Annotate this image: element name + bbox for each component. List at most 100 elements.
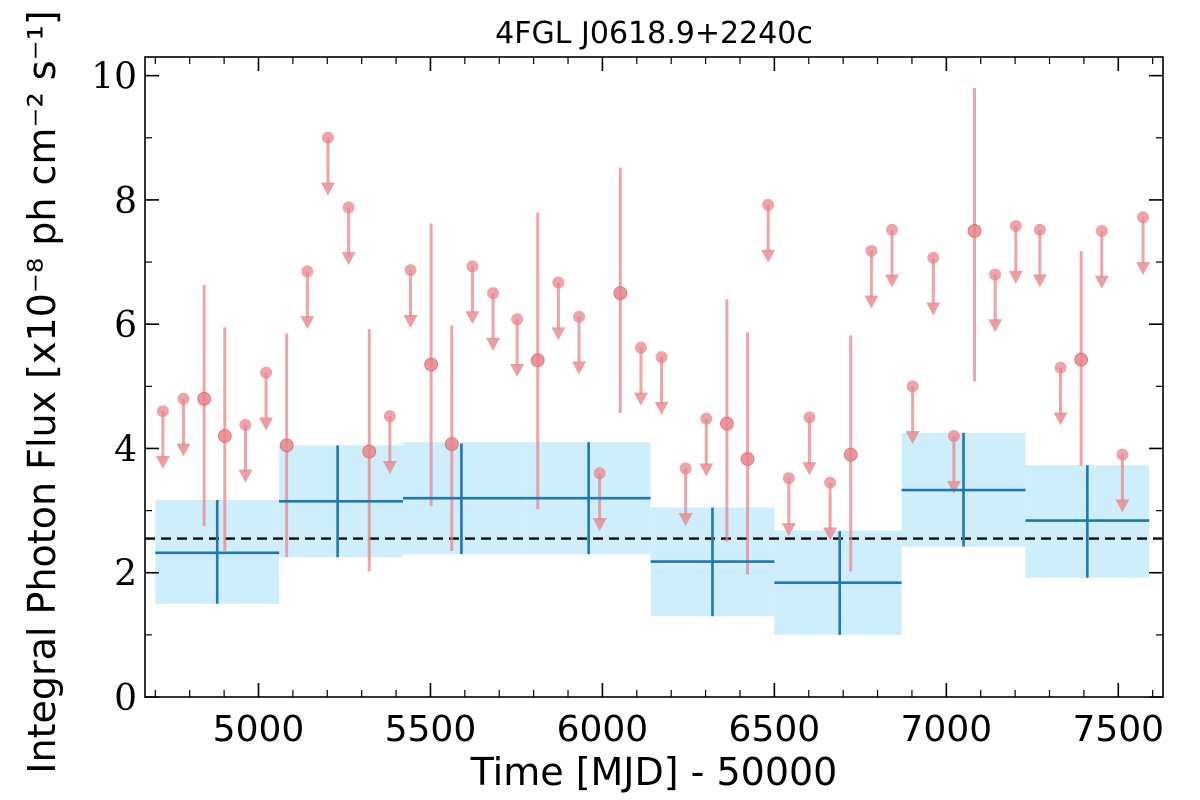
- upper-limit-point: [466, 260, 479, 273]
- monthly-upper-limit: [320, 131, 335, 196]
- upper-limit-arrow: [678, 513, 693, 527]
- upper-limit-arrow: [465, 311, 480, 325]
- upper-limit-point: [947, 430, 960, 443]
- upper-limit-point: [1137, 211, 1150, 224]
- monthly-detection: [967, 88, 982, 382]
- upper-limit-point: [383, 410, 396, 423]
- upper-limit-arrow: [1115, 499, 1130, 513]
- monthly-upper-limit: [510, 313, 525, 378]
- upper-limit-point: [782, 472, 795, 485]
- monthly-upper-limit: [926, 251, 941, 316]
- upper-limit-point: [342, 201, 355, 214]
- upper-limit-arrow: [300, 316, 315, 330]
- monthly-detection: [613, 167, 628, 414]
- monthly-detection: [197, 285, 212, 527]
- monthly-upper-limit: [341, 201, 356, 266]
- upper-limit-arrow: [781, 523, 796, 537]
- upper-limit-arrow: [699, 463, 714, 477]
- yearly-point: [526, 442, 651, 555]
- upper-limit-arrow: [176, 443, 191, 457]
- x-tick-label: 5500: [385, 709, 477, 750]
- monthly-upper-limit: [572, 310, 587, 375]
- monthly-upper-limit: [761, 198, 776, 263]
- monthly-points-layer: [155, 88, 1151, 575]
- yearly-point: [155, 500, 280, 604]
- y-tick-label: 8: [114, 181, 137, 222]
- upper-limit-arrow: [946, 480, 961, 494]
- upper-limit-point: [906, 380, 919, 393]
- monthly-point: [530, 353, 545, 368]
- upper-limit-arrow: [905, 431, 920, 445]
- monthly-upper-limit: [802, 411, 817, 476]
- upper-limit-arrow: [654, 401, 669, 415]
- monthly-detection: [719, 299, 734, 542]
- monthly-point: [217, 429, 232, 444]
- upper-limit-arrow: [988, 319, 1003, 333]
- upper-limit-arrow: [1032, 274, 1047, 288]
- upper-limit-arrow: [320, 182, 335, 196]
- upper-limit-point: [885, 223, 898, 236]
- upper-limit-point: [803, 411, 816, 424]
- upper-limit-point: [511, 313, 524, 326]
- monthly-upper-limit: [592, 467, 607, 532]
- monthly-point: [967, 223, 982, 238]
- yearly-point: [279, 445, 403, 558]
- monthly-upper-limit: [155, 405, 170, 469]
- upper-limit-point: [260, 366, 273, 379]
- monthly-detection: [530, 212, 545, 510]
- yearly-point: [1025, 465, 1150, 578]
- x-tick-label: 5000: [213, 709, 305, 750]
- yearly-point: [774, 531, 902, 635]
- chart-title: 4FGL J0618.9+2240c: [495, 16, 813, 51]
- upper-limit-point: [762, 198, 775, 211]
- x-tick-label: 6500: [729, 709, 821, 750]
- upper-limit-arrow: [238, 469, 253, 483]
- upper-limit-point: [824, 476, 837, 489]
- monthly-upper-limit: [238, 418, 253, 483]
- monthly-point: [279, 438, 294, 453]
- monthly-upper-limit: [988, 268, 1003, 333]
- x-axis-label: Time [MJD] - 50000: [470, 750, 838, 794]
- upper-limit-arrow: [633, 392, 648, 406]
- monthly-upper-limit: [300, 265, 315, 330]
- upper-limit-point: [301, 265, 314, 278]
- y-tick-label: 4: [114, 429, 137, 470]
- upper-limit-arrow: [823, 527, 838, 541]
- monthly-upper-limit: [823, 476, 838, 541]
- yearly-uncertainty-boxes: [155, 432, 1150, 635]
- monthly-point: [424, 357, 439, 372]
- upper-limit-point: [156, 405, 169, 418]
- upper-limit-point: [634, 341, 647, 354]
- monthly-upper-limit: [905, 380, 920, 445]
- upper-limit-point: [177, 392, 190, 405]
- upper-limit-arrow: [1053, 412, 1068, 426]
- upper-limit-point: [865, 244, 878, 257]
- upper-limit-point: [1009, 220, 1022, 233]
- upper-limit-arrow: [259, 417, 274, 431]
- upper-limit-arrow: [1136, 262, 1151, 276]
- monthly-upper-limit: [699, 412, 714, 477]
- upper-limit-arrow: [403, 314, 418, 328]
- y-tick-label: 0: [114, 678, 137, 719]
- monthly-detection: [362, 329, 377, 572]
- upper-limit-point: [1054, 361, 1067, 374]
- upper-limit-point: [404, 264, 417, 277]
- upper-limit-arrow: [486, 337, 501, 351]
- yearly-point: [402, 443, 527, 555]
- monthly-upper-limit: [1008, 220, 1023, 284]
- upper-limit-arrow: [382, 460, 397, 474]
- monthly-point: [197, 391, 212, 406]
- monthly-detection: [1074, 250, 1089, 466]
- y-axis-label: Integral Photon Flux [x10⁻⁸ ph cm⁻² s⁻¹]: [20, 10, 64, 773]
- upper-limit-arrow: [864, 295, 879, 309]
- monthly-upper-limit: [403, 264, 418, 328]
- monthly-upper-limit: [486, 287, 501, 351]
- upper-limit-point: [593, 467, 606, 480]
- upper-limit-arrow: [155, 455, 170, 469]
- monthly-upper-limit: [259, 366, 274, 431]
- upper-limit-arrow: [1094, 275, 1109, 289]
- monthly-point: [719, 416, 734, 431]
- upper-limit-arrow: [926, 302, 941, 316]
- yearly-point: [901, 432, 1026, 547]
- x-tick-label: 7000: [901, 709, 993, 750]
